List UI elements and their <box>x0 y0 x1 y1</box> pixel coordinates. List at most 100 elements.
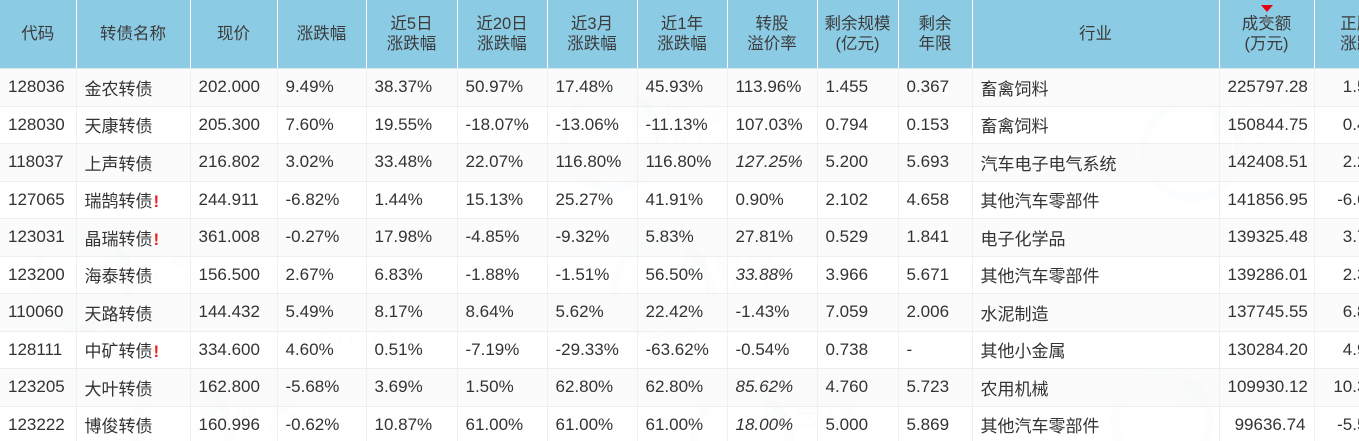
cell-name[interactable]: 上声转债 <box>76 143 191 182</box>
bond-code-link[interactable]: 123205 <box>8 377 65 397</box>
bond-name-link[interactable]: 大叶转债 <box>84 379 153 399</box>
bond-code-link[interactable]: 128030 <box>8 114 65 134</box>
column-header-label: 近5日 <box>390 14 433 33</box>
warning-icon[interactable]: ! <box>153 192 160 212</box>
cell-years: 1.841 <box>898 218 973 257</box>
column-header-m3[interactable]: 近3月 涨跌幅 <box>547 0 638 69</box>
bond-code-link[interactable]: 110060 <box>8 302 64 322</box>
cell-industry: 其他汽车零部件 <box>972 181 1220 219</box>
column-header-d20[interactable]: 近20日 涨跌幅 <box>457 0 548 69</box>
cell-industry: 电子化学品 <box>972 218 1220 257</box>
cell-amount: 130284.20 <box>1219 331 1315 369</box>
column-header-chg[interactable]: 涨跌幅 <box>277 0 367 69</box>
bond-code-link[interactable]: 128111 <box>8 339 63 359</box>
cell-premium: 0.90% <box>727 181 818 219</box>
warning-icon[interactable]: ! <box>153 342 160 362</box>
column-header-label: 正股 <box>1340 14 1359 33</box>
table-row[interactable]: 118037 上声转债 216.802 3.02% 33.48% 22.07% 116.80… <box>0 143 1359 182</box>
cell-amount: 141856.95 <box>1219 181 1315 219</box>
cell-d20: 22.07% <box>457 143 548 182</box>
column-header-size[interactable]: 剩余规模 (亿元) <box>817 0 899 69</box>
cell-code[interactable]: 123205 <box>0 368 77 407</box>
column-header-premium[interactable]: 转股 溢价率 <box>727 0 818 69</box>
cell-chg: -0.62% <box>277 406 367 441</box>
cell-name[interactable]: 海泰转债 <box>76 256 191 294</box>
cell-name[interactable]: 天康转债 <box>76 106 191 144</box>
cell-code[interactable]: 123200 <box>0 256 77 294</box>
cell-code[interactable]: 128111 <box>0 331 77 369</box>
column-header-years[interactable]: 剩余 年限 <box>898 0 973 69</box>
bond-code-link[interactable]: 128036 <box>8 77 65 97</box>
cell-chg: -5.68% <box>277 368 367 407</box>
table-row[interactable]: 123031 晶瑞转债! 361.008 -0.27% 17.98% -4.85% -9.3… <box>0 218 1359 257</box>
bond-code-link[interactable]: 118037 <box>8 152 64 172</box>
bond-code-link[interactable]: 123200 <box>8 264 65 284</box>
cell-y1: 62.80% <box>637 368 728 407</box>
cell-code[interactable]: 123031 <box>0 218 77 257</box>
table-row[interactable]: 127065 瑞鹄转债! 244.911 -6.82% 1.44% 15.13% 25.27… <box>0 181 1359 219</box>
cell-size: 5.000 <box>817 406 899 441</box>
column-header-amount[interactable]: 成交额 (万元) <box>1219 0 1315 69</box>
bond-name-link[interactable]: 上声转债 <box>84 154 153 174</box>
bond-code-link[interactable]: 123031 <box>8 227 65 247</box>
cell-stock-change: -6.65% <box>1314 181 1359 219</box>
column-header-stock[interactable]: 正股涨跌 <box>1314 0 1359 69</box>
cell-name[interactable]: 大叶转债 <box>76 368 191 407</box>
column-header-code[interactable]: 代码 <box>0 0 77 69</box>
cell-industry: 其他汽车零部件 <box>972 406 1220 441</box>
cell-name[interactable]: 博俊转债 <box>76 406 191 441</box>
sort-descending-icon[interactable] <box>1260 4 1273 12</box>
column-header-industry[interactable]: 行业 <box>972 0 1220 69</box>
bond-name-link[interactable]: 中矿转债 <box>84 342 153 362</box>
bond-name-link[interactable]: 金农转债 <box>84 79 153 99</box>
cell-price: 216.802 <box>190 143 278 182</box>
cell-name[interactable]: 中矿转债! <box>76 331 191 369</box>
cell-code[interactable]: 118037 <box>0 143 77 182</box>
sort-ascending-icon[interactable] <box>1260 15 1273 23</box>
cell-code[interactable]: 123222 <box>0 406 77 441</box>
column-header-y1[interactable]: 近1年 涨跌幅 <box>637 0 728 69</box>
cell-years: 5.693 <box>898 143 973 182</box>
table-row[interactable]: 128111 中矿转债! 334.600 4.60% 0.51% -7.19% -29.33… <box>0 331 1359 369</box>
cell-amount: 137745.55 <box>1219 293 1315 332</box>
bond-code-link[interactable]: 127065 <box>8 189 65 209</box>
column-header-price[interactable]: 现价 <box>190 0 278 69</box>
cell-years: 2.006 <box>898 293 973 332</box>
column-header-label: (万元) <box>1244 35 1289 53</box>
cell-industry: 其他小金属 <box>972 331 1220 369</box>
bond-name-link[interactable]: 海泰转债 <box>84 267 153 287</box>
cell-name[interactable]: 晶瑞转债! <box>76 218 191 257</box>
bond-name-link[interactable]: 瑞鹄转债 <box>84 192 153 212</box>
cell-code[interactable]: 128030 <box>0 106 77 144</box>
cell-d5: 10.87% <box>366 406 458 441</box>
cell-code[interactable]: 110060 <box>0 293 77 332</box>
table-row[interactable]: 128030 天康转债 205.300 7.60% 19.55% -18.07% -13.0… <box>0 106 1359 144</box>
bond-code-link[interactable]: 123222 <box>8 414 65 434</box>
cell-code[interactable]: 127065 <box>0 181 77 219</box>
table-row[interactable]: 128036 金农转债 202.000 9.49% 38.37% 50.97% 17.48%… <box>0 68 1359 107</box>
table-row[interactable]: 110060 天路转债 144.432 5.49% 8.17% 8.64% 5.62% 22.… <box>0 293 1359 332</box>
column-header-name[interactable]: 转债名称 <box>76 0 191 69</box>
cell-stock-change: 1.58% <box>1314 68 1359 107</box>
table-row[interactable]: 123200 海泰转债 156.500 2.67% 6.83% -1.88% -1.51% 5… <box>0 256 1359 294</box>
warning-icon[interactable]: ! <box>153 229 160 249</box>
cell-premium: 127.25% <box>727 143 818 182</box>
cell-code[interactable]: 128036 <box>0 68 77 107</box>
cell-name[interactable]: 瑞鹄转债! <box>76 181 191 219</box>
cell-y1: 22.42% <box>637 293 728 332</box>
column-header-label: 成交额 <box>1241 14 1292 33</box>
bond-name-link[interactable]: 晶瑞转债 <box>84 229 153 249</box>
bond-name-link[interactable]: 博俊转债 <box>84 417 153 437</box>
cell-stock-change: 10.38% <box>1314 368 1359 407</box>
cell-d5: 38.37% <box>366 68 458 107</box>
cell-name[interactable]: 天路转债 <box>76 293 191 332</box>
bond-name-link[interactable]: 天路转债 <box>84 304 153 324</box>
cell-name[interactable]: 金农转债 <box>76 68 191 107</box>
table-row[interactable]: 123205 大叶转债 162.800 -5.68% 3.69% 1.50% 62.80% 6… <box>0 368 1359 407</box>
cell-years: 5.723 <box>898 368 973 407</box>
table-body: 128036 金农转债 202.000 9.49% 38.37% 50.97% 17.48%… <box>0 68 1359 441</box>
table-row[interactable]: 123222 博俊转债 160.996 -0.62% 10.87% 61.00% 61.00… <box>0 406 1359 441</box>
column-header-d5[interactable]: 近5日 涨跌幅 <box>366 0 458 69</box>
bond-name-link[interactable]: 天康转债 <box>84 117 153 137</box>
column-header-label: (亿元) <box>835 35 880 53</box>
